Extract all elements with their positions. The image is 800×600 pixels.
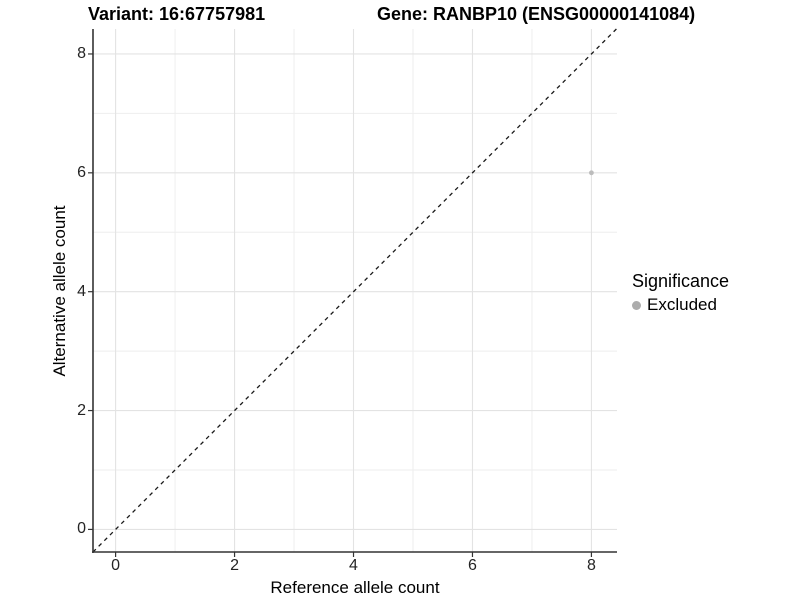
y-tick-label: 8 <box>77 44 86 62</box>
data-point-excluded <box>589 170 594 176</box>
y-axis-title: Alternative allele count <box>50 205 69 377</box>
x-tick-label: 0 <box>111 557 121 574</box>
x-tick-label: 8 <box>586 557 596 574</box>
x-axis-title: Reference allele count <box>270 578 440 597</box>
legend-item-label: Excluded <box>647 295 717 314</box>
plot-title-variant: Variant: 16:67757981 <box>88 4 266 24</box>
y-tick-label: 0 <box>77 520 86 538</box>
y-tick-label: 6 <box>77 163 86 181</box>
legend-item-excluded: Excluded <box>632 295 729 315</box>
legend: Significance Excluded <box>632 271 729 315</box>
y-tick-label: 4 <box>77 282 86 300</box>
legend-title: Significance <box>632 271 730 291</box>
y-tick-label: 2 <box>77 401 86 419</box>
excluded-point-icon <box>632 300 641 310</box>
x-tick-label: 2 <box>230 557 239 574</box>
plot-title-gene: Gene: RANBP10 (ENSG00000141084) <box>377 4 696 24</box>
x-tick-label: 4 <box>349 557 358 574</box>
identity-diagonal-line <box>92 28 617 553</box>
x-tick-label: 6 <box>468 557 477 574</box>
